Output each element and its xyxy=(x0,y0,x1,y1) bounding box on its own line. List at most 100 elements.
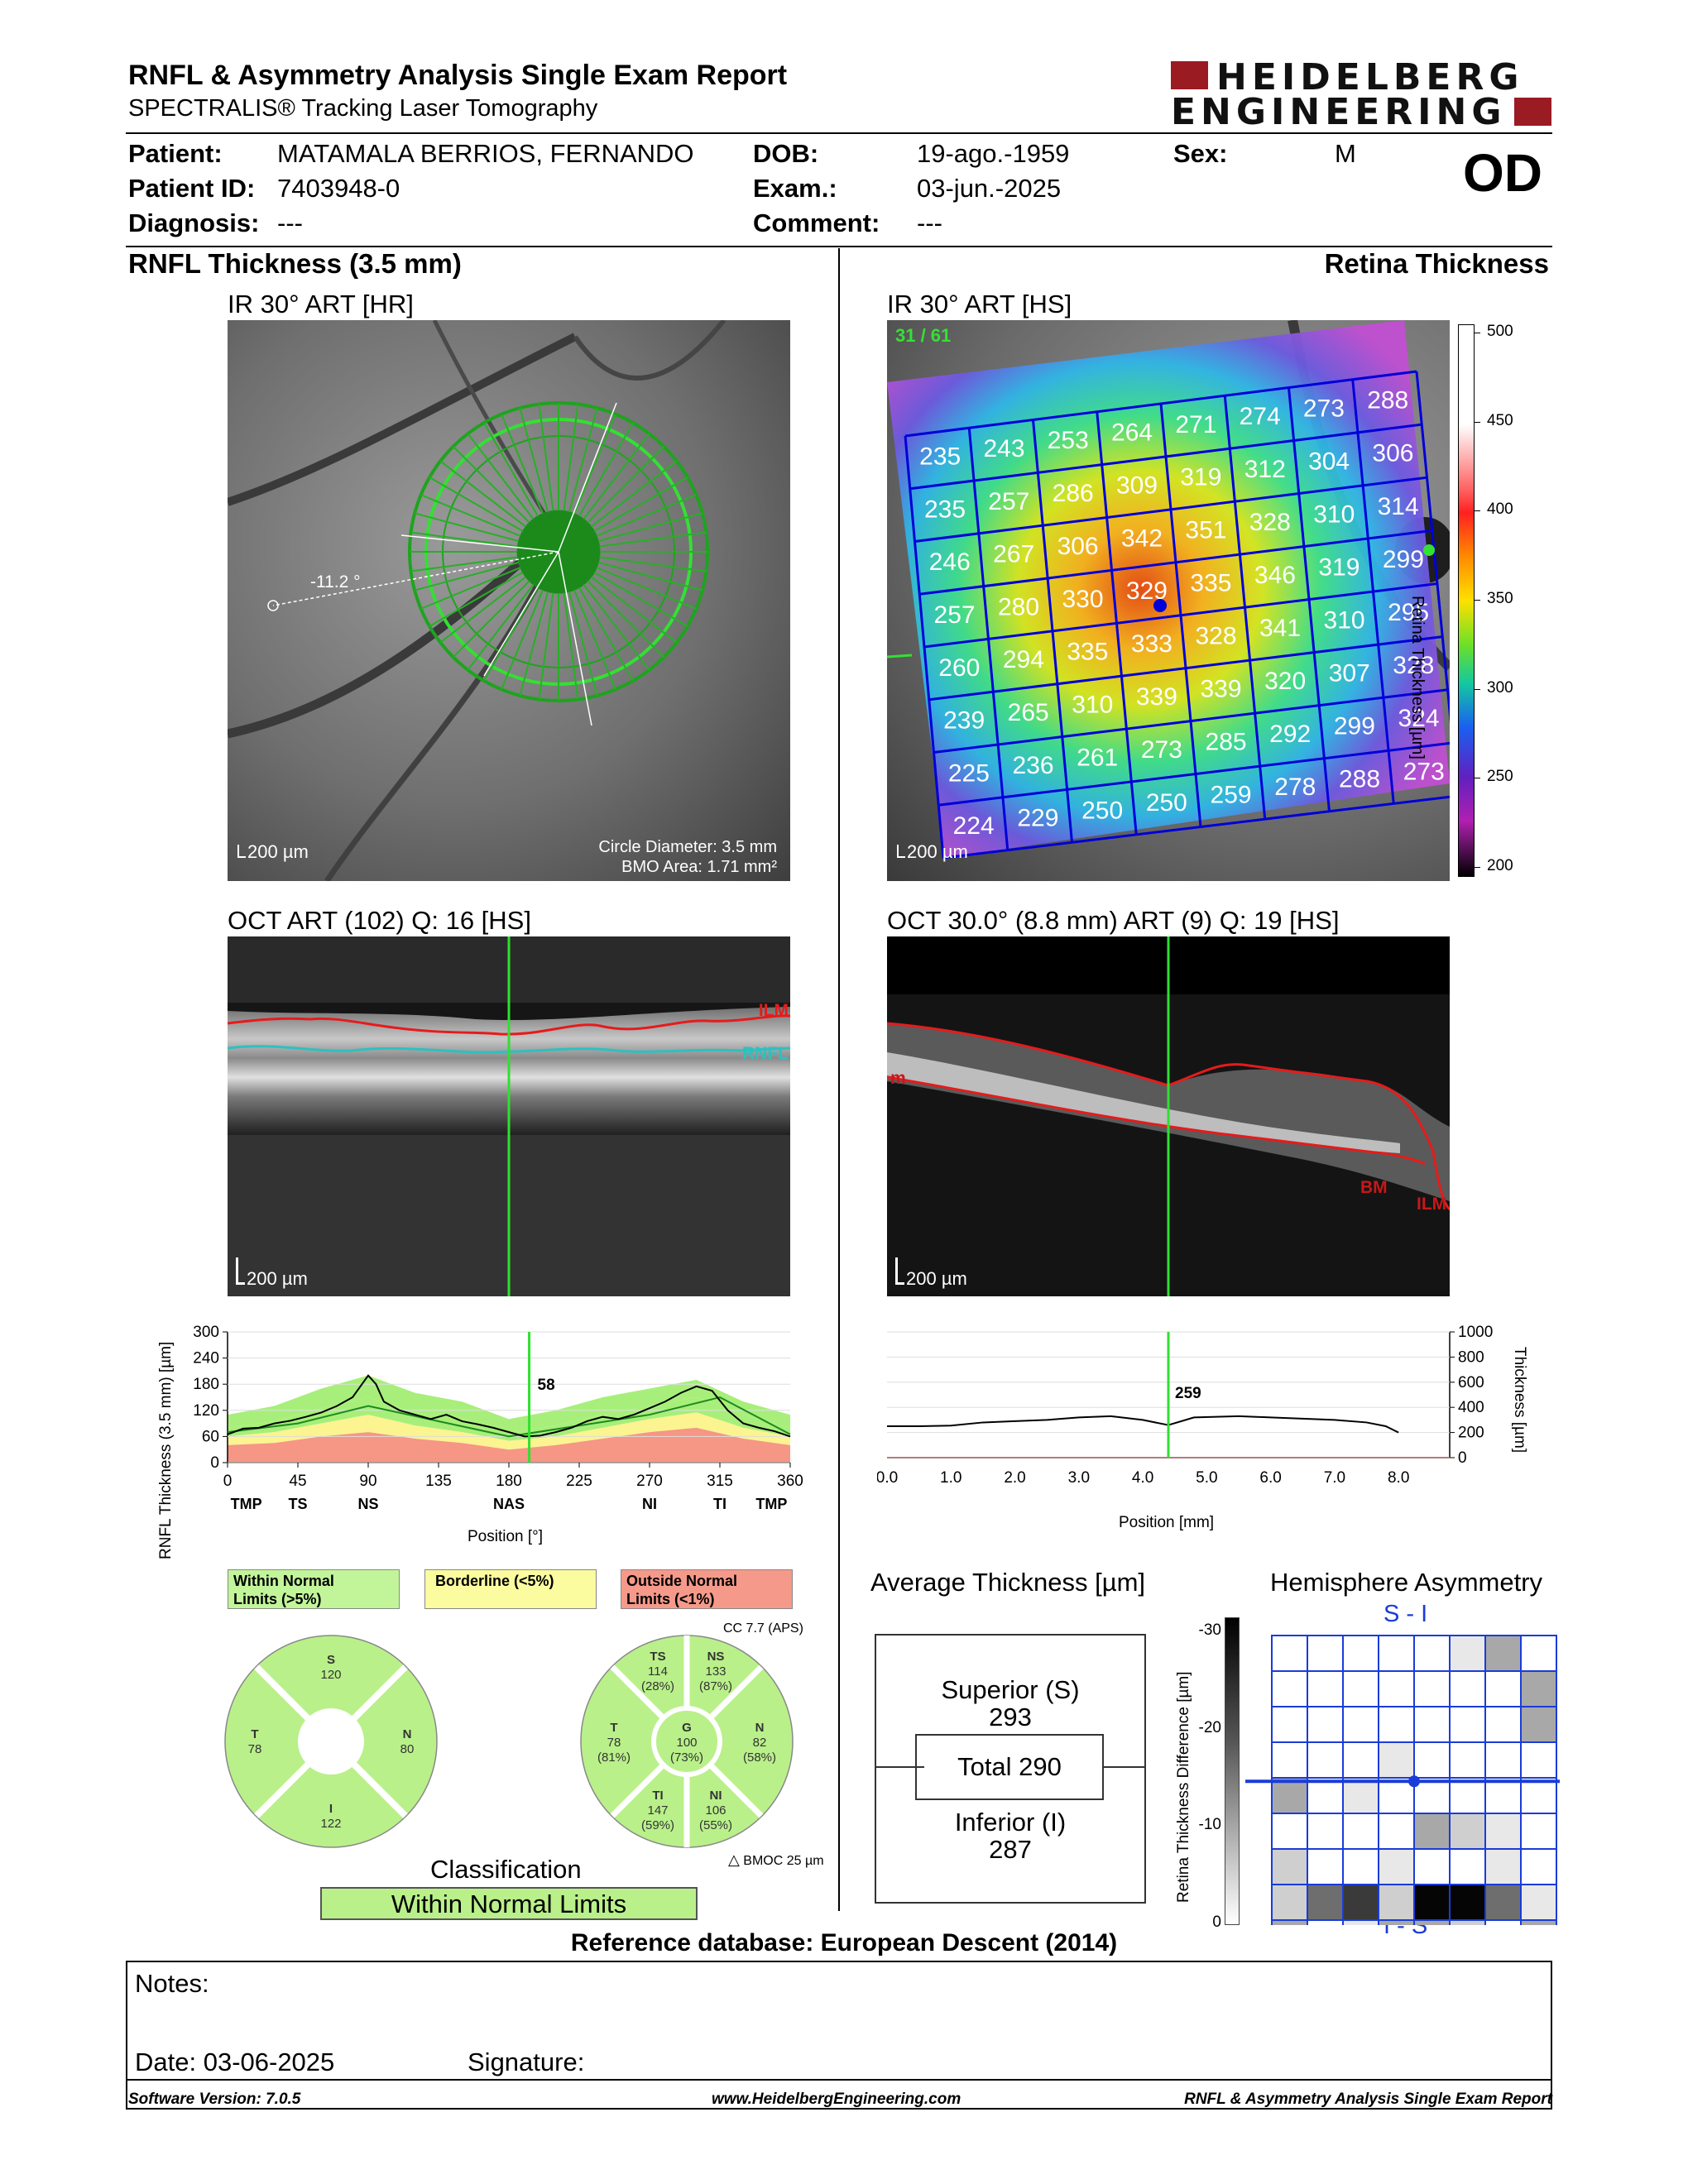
thickness-cell-value: 330 xyxy=(1062,586,1103,613)
footer-report-name: RNFL & Asymmetry Analysis Single Exam Re… xyxy=(1184,2091,1552,2108)
asymmetry-cell xyxy=(1342,1706,1379,1743)
thickness-cell-value: 253 xyxy=(1048,427,1089,454)
thickness-cell-value: 319 xyxy=(1180,464,1221,491)
colorbar-tick: 400 xyxy=(1487,500,1513,519)
date-label: Date: 03-06-2025 xyxy=(135,2048,335,2076)
thickness-cell-value: 309 xyxy=(1116,472,1158,499)
x-tick-label: 6.0 xyxy=(1259,1469,1281,1487)
rnfl-section-title: RNFL Thickness (3.5 mm) xyxy=(128,248,462,279)
sex-value: M xyxy=(1335,139,1356,168)
asymmetry-cell xyxy=(1271,1635,1308,1672)
six-sector-pie: TS 114 (28%) NS 133 (87%) T 78 (81%) G 1… xyxy=(580,1635,794,1848)
thickness-cell-value: 292 xyxy=(1269,721,1311,748)
asymmetry-cell xyxy=(1520,1706,1557,1743)
thickness-cell-value: 250 xyxy=(1146,789,1187,817)
bm-label: BM xyxy=(1360,1178,1388,1197)
sector-label: NAS xyxy=(493,1496,525,1512)
asymmetry-cell xyxy=(1520,1813,1557,1850)
pie6-ti-value: 147 xyxy=(647,1803,668,1818)
inferior-label: Inferior (I) xyxy=(954,1808,1067,1837)
thickness-cell-value: 260 xyxy=(938,654,980,682)
pie4-t-label: T xyxy=(251,1727,258,1741)
oct-right-scale-bar: 200 µm xyxy=(895,1257,967,1290)
thickness-cell-value: 335 xyxy=(1190,570,1231,597)
y-tick-label: 300 xyxy=(193,1324,219,1341)
pie6-t-pct: (81%) xyxy=(597,1751,631,1765)
m-label: m xyxy=(890,1069,906,1088)
thickness-cell-value: 310 xyxy=(1324,607,1365,635)
asymmetry-cell xyxy=(1449,1919,1486,1925)
pie6-ti-label: TI xyxy=(652,1789,663,1803)
x-tick-label: 3.0 xyxy=(1068,1469,1090,1487)
asymmetry-cell xyxy=(1378,1884,1415,1921)
asymmetry-cell xyxy=(1520,1919,1557,1925)
thickness-cell-value: 225 xyxy=(948,759,990,787)
asymmetry-cell xyxy=(1342,1635,1379,1672)
ilm-line xyxy=(228,1014,790,1036)
diagnosis-label: Diagnosis: xyxy=(128,208,260,237)
thickness-cell-value: 299 xyxy=(1334,713,1375,740)
x-tick-label: 45 xyxy=(289,1473,306,1490)
normative-mean-line xyxy=(227,1396,791,1438)
asymmetry-cell xyxy=(1342,1777,1379,1814)
pie6-t-label: T xyxy=(610,1721,617,1735)
sex-label: Sex: xyxy=(1173,139,1228,168)
asymmetry-cell xyxy=(1307,1884,1344,1921)
exam-value: 03-jun.-2025 xyxy=(917,174,1062,203)
x-tick-label: 2.0 xyxy=(1004,1469,1025,1487)
sector-label: NI xyxy=(642,1496,657,1512)
marker-value: 58 xyxy=(538,1377,555,1394)
frame-counter: 31 / 61 xyxy=(895,325,952,346)
asymmetry-cell xyxy=(1307,1813,1344,1850)
thickness-cell-value: 324 xyxy=(1398,705,1440,732)
pie6-ti-pct: (59%) xyxy=(641,1818,674,1832)
asymmetry-cell xyxy=(1520,1635,1557,1672)
y-tick-label: 180 xyxy=(193,1376,219,1393)
thickness-cell-value: 236 xyxy=(1013,752,1054,779)
pie6-ns-pct: (87%) xyxy=(699,1679,732,1693)
ir-scale-bar: 200 µm xyxy=(237,841,309,863)
circle-diameter-label: Circle Diameter: 3.5 mm xyxy=(598,838,777,856)
asymmetry-cell xyxy=(1307,1670,1344,1707)
notes-label: Notes: xyxy=(135,1969,209,1998)
y-tick-label: 1000 xyxy=(1458,1324,1493,1341)
y-tick-label: 800 xyxy=(1458,1348,1484,1366)
asymmetry-cell xyxy=(1484,1706,1522,1743)
asymmetry-cell xyxy=(1271,1777,1308,1814)
x-tick-label: 1.0 xyxy=(940,1469,961,1487)
colorbar-tick: 350 xyxy=(1487,590,1513,607)
thickness-cell-value: 307 xyxy=(1329,660,1370,687)
x-tick-label: 0.0 xyxy=(877,1469,898,1487)
asymmetry-scale-bar xyxy=(1225,1617,1240,1925)
asymmetry-top-label: S - I xyxy=(1383,1601,1428,1627)
classification-label: Classification xyxy=(430,1855,582,1884)
thickness-cell-value: 346 xyxy=(1254,562,1296,589)
report-title: RNFL & Asymmetry Analysis Single Exam Re… xyxy=(128,60,788,91)
pie4-s-label: S xyxy=(327,1653,335,1667)
asymmetry-cell xyxy=(1378,1813,1415,1850)
x-tick-label: 225 xyxy=(566,1473,592,1490)
thickness-cell-value: 320 xyxy=(1264,668,1306,695)
asymmetry-cell xyxy=(1449,1884,1486,1921)
retina-thickness-map: 235 243 253 264 271 274 273 288 235 257 286 309 319 3… xyxy=(887,320,1450,881)
thickness-cell-value: 246 xyxy=(929,548,971,576)
patient-id: 7403948-0 xyxy=(277,174,400,203)
heidelberg-logo: HEIDELBERG ENGINEERING xyxy=(1171,56,1551,133)
asymmetry-cell xyxy=(1307,1635,1344,1672)
thickness-grid xyxy=(904,370,1450,860)
sector-label: NS xyxy=(357,1496,378,1512)
asymmetry-cell xyxy=(1378,1741,1415,1779)
bmoc-label: △ BMOC 25 µm xyxy=(728,1851,824,1868)
classification-result: Within Normal Limits xyxy=(320,1887,698,1920)
asymmetry-cell xyxy=(1449,1741,1486,1779)
thickness-cell-value: 312 xyxy=(1244,456,1286,483)
rnfl-chart-ylabel: RNFL Thickness (3.5 mm) [µm] xyxy=(157,1341,175,1559)
y-tick-label: 120 xyxy=(193,1402,219,1420)
pie6-ns-label: NS xyxy=(707,1650,725,1664)
colorbar-tick: 250 xyxy=(1487,768,1513,786)
thickness-cell-value: 267 xyxy=(993,541,1034,568)
asymmetry-cell xyxy=(1520,1670,1557,1707)
asymmetry-grid xyxy=(1245,1635,1560,1925)
asymmetry-cell xyxy=(1449,1777,1486,1814)
thickness-cell-value: 257 xyxy=(934,601,976,629)
